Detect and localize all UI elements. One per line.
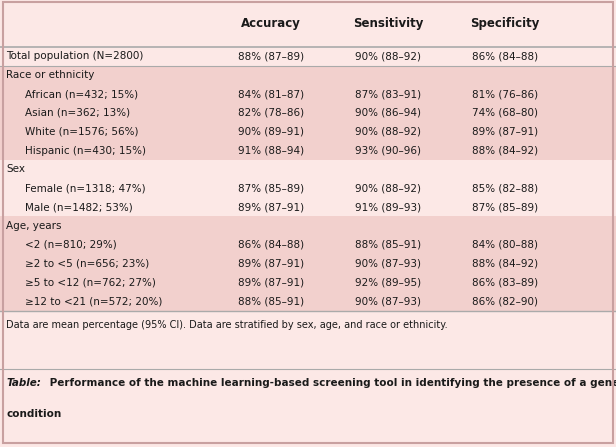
Text: ≥12 to <21 (n=572; 20%): ≥12 to <21 (n=572; 20%) (25, 296, 162, 306)
Text: Accuracy: Accuracy (241, 17, 301, 30)
Text: 85% (82–88): 85% (82–88) (472, 183, 538, 193)
Text: 88% (85–91): 88% (85–91) (238, 296, 304, 306)
Bar (0, 216, 616, 235)
Text: 90% (88–92): 90% (88–92) (355, 127, 421, 137)
Text: African (n=432; 15%): African (n=432; 15%) (25, 89, 138, 99)
Text: 90% (87–93): 90% (87–93) (355, 258, 421, 269)
Text: 93% (90–96): 93% (90–96) (355, 146, 421, 156)
Bar (0, 292, 616, 311)
Text: Race or ethnicity: Race or ethnicity (6, 70, 94, 80)
Text: 92% (89–95): 92% (89–95) (355, 278, 421, 287)
Bar (0, 0, 616, 47)
Text: 86% (84–88): 86% (84–88) (472, 51, 538, 61)
Text: Table:: Table: (6, 378, 41, 388)
Text: 90% (88–92): 90% (88–92) (355, 51, 421, 61)
Text: 81% (76–86): 81% (76–86) (472, 89, 538, 99)
Text: 88% (84–92): 88% (84–92) (472, 146, 538, 156)
Text: 90% (89–91): 90% (89–91) (238, 127, 304, 137)
Text: <2 (n=810; 29%): <2 (n=810; 29%) (25, 240, 116, 250)
Text: ≥2 to <5 (n=656; 23%): ≥2 to <5 (n=656; 23%) (25, 258, 149, 269)
Text: 89% (87–91): 89% (87–91) (238, 258, 304, 269)
Bar (0, 84, 616, 103)
Text: 89% (87–91): 89% (87–91) (238, 202, 304, 212)
Text: 89% (87–91): 89% (87–91) (472, 127, 538, 137)
Text: 86% (83–89): 86% (83–89) (472, 278, 538, 287)
Bar (0, 122, 616, 141)
Text: Female (n=1318; 47%): Female (n=1318; 47%) (25, 183, 145, 193)
Text: 91% (89–93): 91% (89–93) (355, 202, 421, 212)
Text: 88% (85–91): 88% (85–91) (355, 240, 421, 250)
Text: 90% (87–93): 90% (87–93) (355, 296, 421, 306)
Text: 82% (78–86): 82% (78–86) (238, 108, 304, 118)
Text: 84% (80–88): 84% (80–88) (472, 240, 538, 250)
Text: White (n=1576; 56%): White (n=1576; 56%) (25, 127, 138, 137)
Text: Male (n=1482; 53%): Male (n=1482; 53%) (25, 202, 132, 212)
Text: 87% (83–91): 87% (83–91) (355, 89, 421, 99)
Text: 88% (84–92): 88% (84–92) (472, 258, 538, 269)
Text: 89% (87–91): 89% (87–91) (238, 278, 304, 287)
Text: 86% (84–88): 86% (84–88) (238, 240, 304, 250)
Text: Total population (N=2800): Total population (N=2800) (6, 51, 144, 61)
Text: Performance of the machine learning-based screening tool in identifying the pres: Performance of the machine learning-base… (46, 378, 616, 388)
Text: 90% (86–94): 90% (86–94) (355, 108, 421, 118)
Text: 87% (85–89): 87% (85–89) (238, 183, 304, 193)
Bar (0, 273, 616, 292)
Bar (0, 198, 616, 216)
Text: Hispanic (n=430; 15%): Hispanic (n=430; 15%) (25, 146, 145, 156)
Bar (0, 141, 616, 160)
Text: Sensitivity: Sensitivity (353, 17, 423, 30)
Text: condition: condition (6, 409, 62, 419)
Text: 88% (87–89): 88% (87–89) (238, 51, 304, 61)
Text: 91% (88–94): 91% (88–94) (238, 146, 304, 156)
Bar (0, 179, 616, 198)
Text: Age, years: Age, years (6, 221, 62, 231)
Text: Data are mean percentage (95% CI). Data are stratified by sex, age, and race or : Data are mean percentage (95% CI). Data … (6, 320, 448, 329)
Bar (0, 160, 616, 179)
Bar (0, 47, 616, 66)
Text: Sex: Sex (6, 164, 25, 174)
Text: 87% (85–89): 87% (85–89) (472, 202, 538, 212)
Bar (0, 103, 616, 122)
Text: ≥5 to <12 (n=762; 27%): ≥5 to <12 (n=762; 27%) (25, 278, 155, 287)
Text: 84% (81–87): 84% (81–87) (238, 89, 304, 99)
Bar (0, 66, 616, 84)
Bar (0, 235, 616, 254)
Bar (0, 254, 616, 273)
Text: Specificity: Specificity (471, 17, 540, 30)
Text: Asian (n=362; 13%): Asian (n=362; 13%) (25, 108, 130, 118)
Text: 74% (68–80): 74% (68–80) (472, 108, 538, 118)
Text: 86% (82–90): 86% (82–90) (472, 296, 538, 306)
Text: 90% (88–92): 90% (88–92) (355, 183, 421, 193)
